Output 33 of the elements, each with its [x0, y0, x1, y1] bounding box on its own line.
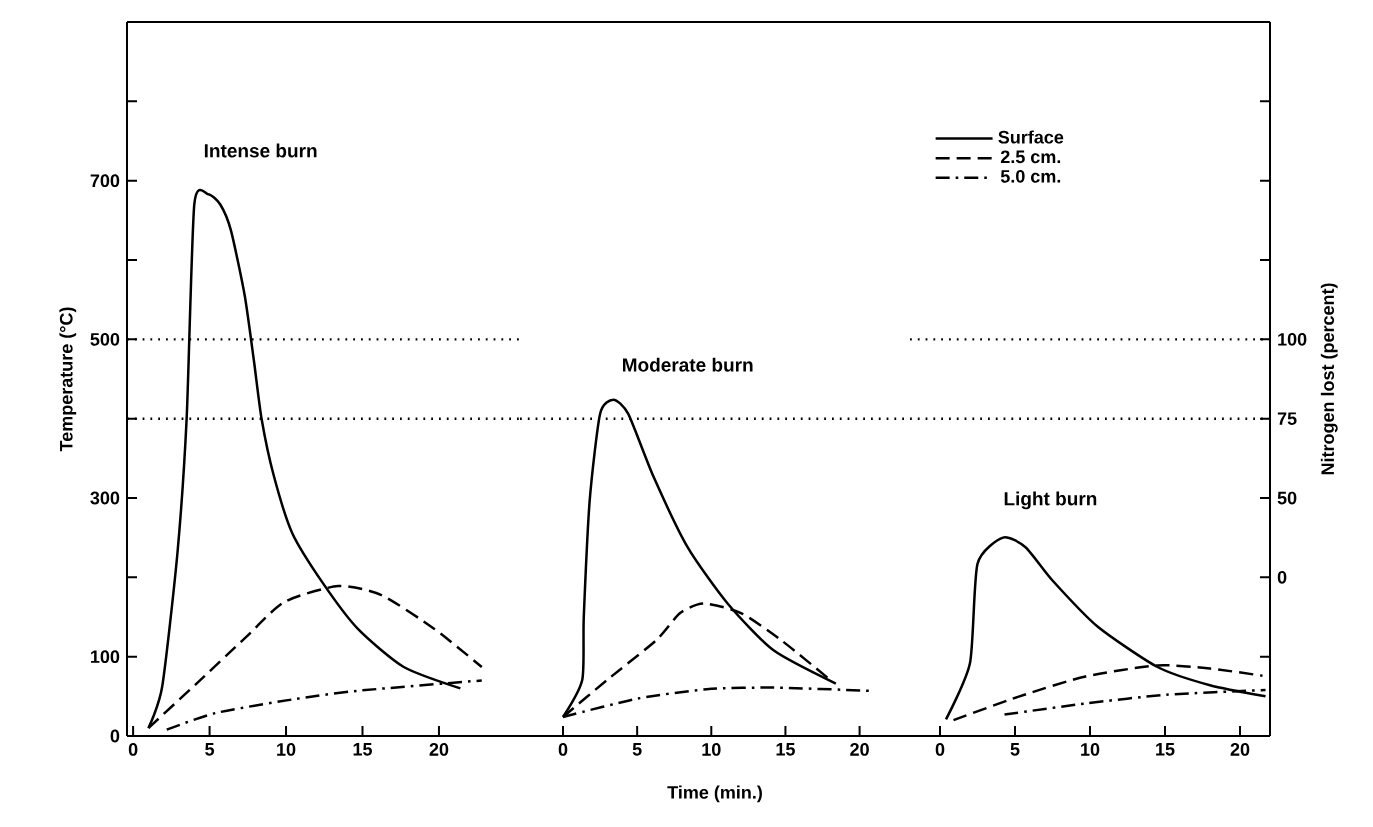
x-tick-label: 5 — [632, 743, 642, 756]
category-label: 100 — [1278, 332, 1307, 346]
legend-label: 5.0 cm. — [1000, 169, 1061, 183]
x-tick-label: 0 — [128, 743, 138, 756]
y-axis-title: Temperature (°C) — [59, 307, 77, 452]
text: Moderate burn — [623, 357, 753, 372]
y-tick-label: 300 — [90, 491, 120, 505]
y-tick-label: 100 — [91, 650, 120, 664]
y2-axis-title: Nitrogen lost (percent) — [1320, 283, 1338, 475]
x-tick-label: 20 — [850, 743, 869, 756]
x-tick-label: 10 — [1081, 743, 1100, 756]
x-tick-label: 10 — [702, 743, 721, 756]
category-label: 50 — [1277, 491, 1297, 505]
text: Light burn — [1004, 491, 1097, 510]
y-tick-label: 700 — [90, 174, 120, 188]
y-tick-label: 0 — [110, 729, 120, 743]
x-tick-label: 20 — [1230, 743, 1250, 756]
category-label: 0 — [1277, 570, 1287, 584]
x-tick-label: 15 — [1156, 743, 1175, 756]
x-tick-label: 10 — [277, 743, 296, 756]
x-tick-label: 5 — [1010, 743, 1020, 756]
x-tick-label: 15 — [776, 743, 795, 756]
x-tick-label: 0 — [935, 743, 945, 756]
y-tick-label: 500 — [90, 332, 120, 346]
x-tick-label: 0 — [558, 743, 568, 756]
category-label: 75 — [1277, 412, 1297, 425]
text: Intense burn — [204, 143, 317, 158]
x-tick-label: 15 — [353, 743, 372, 756]
x-axis-title: Time (min.) — [667, 785, 762, 803]
x-tick-label: 5 — [205, 743, 215, 756]
legend-label: Surface — [998, 130, 1064, 144]
legend-label: 2.5 cm. — [1000, 150, 1061, 164]
x-tick-label: 20 — [429, 743, 449, 756]
